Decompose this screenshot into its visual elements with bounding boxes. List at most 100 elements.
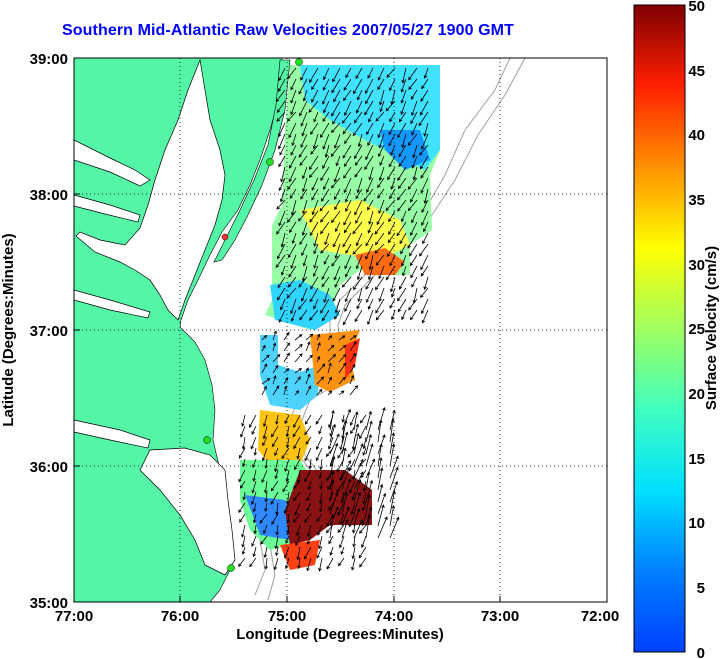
velocity-arrow: [340, 546, 345, 555]
velocity-arrow: [397, 287, 407, 302]
chesapeake-bay: [75, 58, 226, 321]
velocity-arrow: [342, 309, 352, 326]
velocity-arrow: [336, 480, 345, 493]
velocity-arrow: [349, 364, 356, 374]
velocity-arrow: [376, 210, 385, 226]
velocity-arrow: [295, 535, 301, 546]
velocity-arrow: [316, 341, 321, 352]
velocity-arrow: [365, 232, 374, 247]
velocity-arrow: [334, 298, 341, 314]
velocity-arrow: [378, 265, 385, 280]
velocity-arrow: [271, 436, 279, 448]
velocity-arrow: [408, 67, 418, 81]
velocity-arrow: [420, 89, 429, 102]
velocity-arrow: [272, 364, 279, 374]
velocity-arrow: [322, 133, 330, 150]
velocity-arrow: [327, 362, 332, 374]
velocity-arrow: [240, 480, 246, 489]
velocity-arrow: [353, 111, 363, 124]
velocity-arrow: [410, 265, 418, 279]
velocity-arrow: [302, 254, 308, 267]
velocity-arrow: [401, 309, 407, 321]
velocity-arrow: [315, 447, 323, 462]
colorbar-label: Surface Velocity (cm/s): [703, 246, 720, 410]
velocity-arrow: [400, 254, 407, 267]
velocity-arrow: [279, 298, 286, 311]
velocity-arrow: [299, 100, 308, 117]
velocity-arrow: [344, 298, 352, 312]
velocity-arrow: [312, 133, 319, 150]
velocity-arrow: [320, 298, 330, 314]
velocity-arrow: [275, 502, 279, 516]
velocity-arrow: [364, 155, 374, 171]
velocity-arrow: [323, 254, 330, 265]
velocity-arrow: [377, 457, 383, 479]
velocity-arrow: [329, 442, 339, 467]
velocity-arrow: [377, 177, 385, 189]
velocity-arrow: [272, 330, 277, 341]
velocity-arrow: [319, 199, 330, 212]
velocity-arrow: [327, 376, 332, 385]
velocity-arrow: [341, 518, 349, 539]
velocity-arrow: [309, 210, 319, 223]
velocity-arrow: [298, 276, 308, 288]
velocity-arrow: [344, 265, 352, 278]
velocity-arrow: [375, 111, 385, 122]
velocity-arrow: [410, 221, 418, 236]
velocity-arrow: [262, 414, 268, 428]
velocity-arrow: [306, 535, 312, 545]
velocity-arrow: [251, 535, 257, 547]
velocity-arrow: [378, 199, 385, 215]
velocity-arrow: [238, 447, 246, 459]
velocity-arrow: [310, 276, 319, 290]
velocity-arrow: [400, 243, 407, 255]
velocity-arrow: [329, 470, 335, 491]
velocity-arrow: [290, 309, 297, 322]
velocity-arrow: [310, 144, 319, 155]
velocity-arrow: [327, 344, 335, 352]
velocity-arrow: [337, 502, 345, 516]
velocity-arrow: [326, 469, 334, 482]
velocity-arrow: [353, 507, 361, 527]
velocity-arrow: [294, 376, 301, 385]
velocity-arrow: [312, 265, 319, 278]
velocity-arrow: [353, 78, 363, 95]
velocity-arrow: [278, 133, 286, 150]
velocity-arrow: [305, 373, 311, 385]
velocity-arrow: [420, 177, 429, 194]
velocity-arrow: [311, 89, 319, 103]
velocity-arrow: [241, 414, 246, 427]
velocity-arrow: [349, 374, 355, 385]
velocity-arrow: [353, 443, 364, 467]
velocity-arrow: [398, 177, 407, 190]
velocity-arrow: [331, 254, 341, 267]
velocity-arrow: [274, 447, 279, 457]
velocity-arrow: [320, 243, 330, 254]
velocity-arrow: [419, 100, 429, 116]
velocity-arrow: [300, 188, 308, 200]
velocity-arrow: [344, 287, 352, 303]
velocity-arrow: [387, 166, 396, 181]
velocity-arrow: [352, 221, 363, 235]
velocity-arrow: [339, 513, 345, 525]
velocity-arrow: [322, 89, 330, 105]
velocity-arrow: [333, 265, 341, 281]
velocity-arrow: [408, 298, 418, 311]
velocity-arrow: [407, 133, 418, 146]
velocity-arrow: [410, 309, 418, 321]
velocity-arrow: [339, 436, 345, 451]
velocity-arrow: [411, 276, 418, 288]
velocity-arrow: [338, 362, 347, 374]
velocity-arrow: [311, 78, 319, 91]
velocity-arrow: [304, 425, 312, 436]
velocity-arrow: [284, 458, 290, 472]
velocity-arrow: [270, 480, 279, 492]
velocity-arrow: [357, 287, 363, 303]
velocity-arrow: [375, 298, 385, 314]
velocity-arrow: [355, 67, 363, 80]
velocity-arrow: [365, 494, 371, 515]
velocity-arrow: [275, 414, 279, 425]
velocity-arrow: [356, 298, 363, 310]
velocity-arrow: [261, 354, 270, 363]
